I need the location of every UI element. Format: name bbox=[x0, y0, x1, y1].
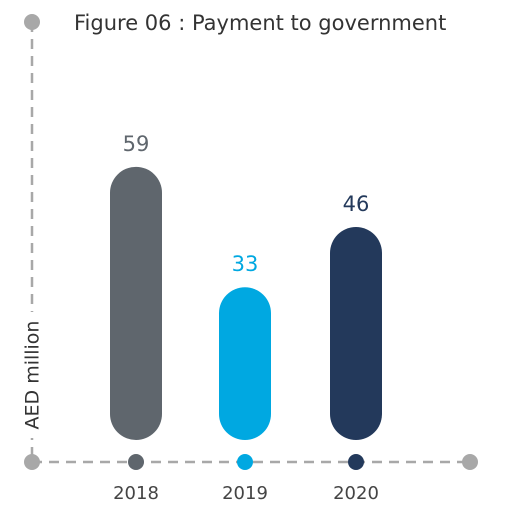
category-dot bbox=[237, 454, 253, 470]
bar bbox=[110, 166, 162, 440]
x-tick-label: 2019 bbox=[222, 483, 268, 504]
axis-dot bbox=[24, 14, 40, 30]
axis-dot bbox=[462, 454, 478, 470]
bar bbox=[219, 287, 271, 440]
category-dot bbox=[348, 454, 364, 470]
bar bbox=[330, 227, 382, 440]
data-label: 46 bbox=[343, 192, 370, 216]
data-label: 59 bbox=[123, 132, 150, 156]
chart-title: Figure 06 : Payment to government bbox=[74, 11, 446, 35]
x-tick-label: 2020 bbox=[333, 483, 379, 504]
x-tick-label: 2018 bbox=[113, 483, 159, 504]
category-dot bbox=[128, 454, 144, 470]
y-axis-label: AED million bbox=[22, 321, 44, 430]
label-gap bbox=[20, 312, 44, 438]
data-label: 33 bbox=[232, 252, 259, 276]
axis-dot bbox=[24, 454, 40, 470]
